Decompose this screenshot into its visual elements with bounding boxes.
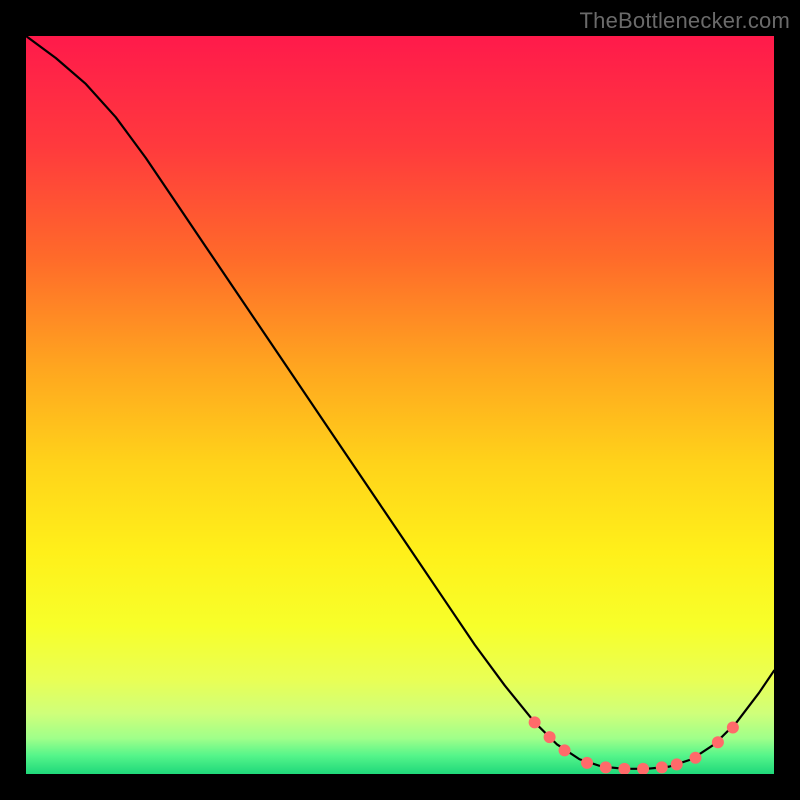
marker-point bbox=[544, 731, 556, 743]
marker-point bbox=[559, 744, 571, 756]
watermark-text: TheBottlenecker.com bbox=[580, 8, 790, 34]
marker-point bbox=[581, 757, 593, 769]
marker-point bbox=[529, 716, 541, 728]
marker-point bbox=[671, 758, 683, 770]
plot-area bbox=[26, 36, 774, 774]
marker-point bbox=[656, 761, 668, 773]
stage: TheBottlenecker.com bbox=[0, 0, 800, 800]
marker-point bbox=[712, 736, 724, 748]
plot-svg bbox=[26, 36, 774, 774]
marker-point bbox=[600, 761, 612, 773]
marker-point bbox=[727, 722, 739, 734]
marker-point bbox=[689, 752, 701, 764]
